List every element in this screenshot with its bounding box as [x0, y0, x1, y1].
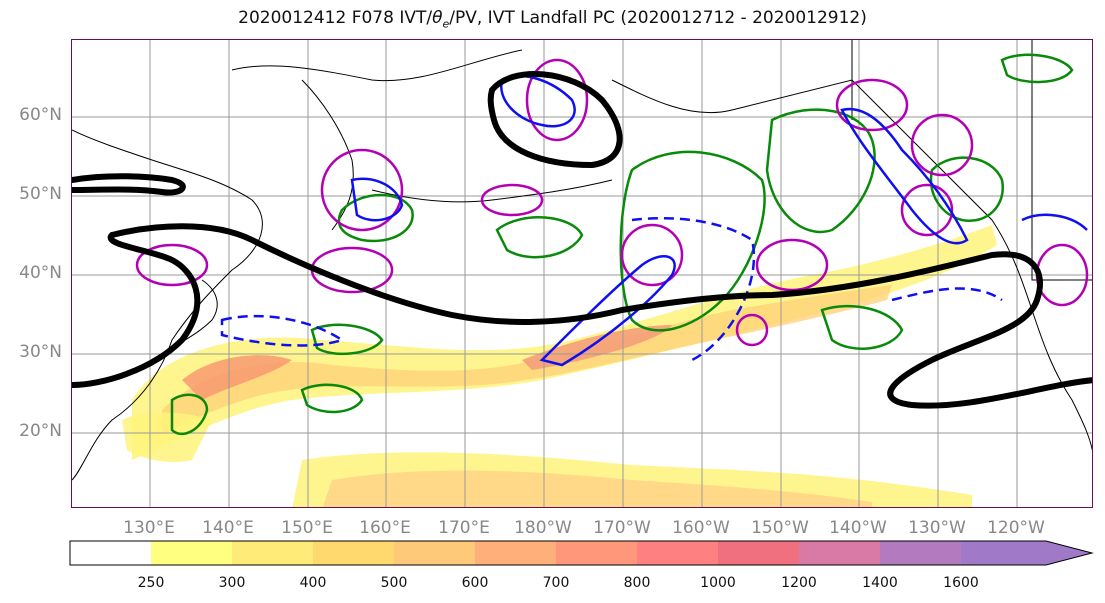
cb-tick-400: 400 [299, 575, 327, 591]
cb-seg-0 [70, 541, 151, 565]
lon-label-120w: 120°W [987, 518, 1045, 538]
jet-contours [72, 71, 1092, 409]
ivt-band-mid [162, 285, 892, 435]
pv-contour-7-dashed [891, 287, 1003, 302]
theta-contour-1 [337, 193, 414, 243]
grid-lines [72, 40, 1092, 507]
cb-seg-10 [880, 541, 961, 565]
theta-contour-2 [495, 216, 584, 259]
pv-contours [220, 74, 1088, 367]
map-title: 2020012412 F078 IVT/θe/PV, IVT Landfall … [0, 8, 1105, 30]
cb-seg-1 [151, 541, 232, 565]
lon-label-160e: 160°E [359, 518, 411, 538]
cb-tick-1600: 1600 [943, 575, 979, 591]
coast-kamchatka [301, 79, 354, 231]
coast-siberia [231, 49, 523, 82]
cb-tick-500: 500 [380, 575, 408, 591]
lon-label-130e: 130°E [123, 518, 175, 538]
anom-contour-3 [320, 148, 404, 232]
cb-seg-2 [232, 541, 313, 565]
jet-contour-main [72, 223, 1092, 409]
cb-seg-3 [313, 541, 394, 565]
pv-contour-3 [499, 74, 576, 128]
cb-seg-9 [799, 541, 880, 565]
anom-contour-1 [135, 243, 209, 287]
lon-label-160w: 160°W [672, 518, 730, 538]
pv-contour-4 [350, 177, 404, 222]
ivt-shading [122, 225, 997, 507]
cb-tick-700: 700 [542, 575, 570, 591]
cb-seg-5 [475, 541, 556, 565]
colorbar [69, 540, 1094, 566]
cb-tick-300: 300 [218, 575, 246, 591]
lon-label-150e: 150°E [281, 518, 333, 538]
title-theta: θ [432, 8, 443, 28]
cb-seg-11-arrow [961, 541, 1092, 565]
map-svg [72, 40, 1092, 507]
pv-contour-5-dashed [220, 314, 345, 347]
coast-alaska [611, 79, 1092, 451]
ivt-band-southwest [122, 412, 212, 462]
cb-seg-8 [718, 541, 799, 565]
cb-seg-7 [637, 541, 718, 565]
pv-contour-1 [539, 255, 676, 367]
cb-tick-250: 250 [137, 575, 165, 591]
ivt-anomaly-contours [135, 58, 1089, 347]
theta-contour-7 [300, 383, 364, 414]
lon-label-140w: 140°W [829, 518, 887, 538]
lon-label-170w: 170°W [593, 518, 651, 538]
title-suffix: /PV, IVT Landfall PC (2020012712 - 20200… [449, 8, 867, 28]
cb-tick-1000: 1000 [700, 575, 736, 591]
jet-contour-loop [487, 71, 623, 169]
coast-asia [72, 129, 263, 481]
lat-label-20: 20°N [19, 421, 62, 441]
ivt-core-central [522, 325, 672, 370]
lat-label-60: 60°N [19, 105, 62, 125]
cb-tick-600: 600 [461, 575, 489, 591]
anom-contour-5 [480, 183, 544, 217]
theta-contour-10 [1000, 53, 1074, 84]
ivt-band-south-inner [322, 470, 872, 507]
lon-label-150w: 150°W [751, 518, 809, 538]
pv-contour-8 [1021, 213, 1088, 231]
cb-outline [69, 540, 1094, 566]
lat-label-50: 50°N [19, 184, 62, 204]
anom-contour-6 [620, 223, 684, 287]
anom-contour-9 [910, 113, 974, 177]
ivt-core-west [182, 355, 292, 400]
jet-contour-west [72, 173, 186, 196]
anom-contour-7 [755, 238, 829, 292]
cb-tick-1200: 1200 [781, 575, 817, 591]
ivt-band-main [132, 225, 997, 460]
title-theta-sub: e [442, 17, 450, 31]
lon-label-140e: 140°E [202, 518, 254, 538]
title-prefix: 2020012412 F078 IVT/ [238, 8, 433, 28]
lon-label-180w: 180°W [514, 518, 572, 538]
anom-contour-12 [735, 313, 769, 347]
map-panel [71, 39, 1093, 508]
coastlines [72, 40, 1092, 481]
anom-contour-8 [835, 78, 909, 132]
theta-contour-8 [170, 393, 209, 436]
theta-contour-4 [765, 108, 876, 234]
cb-seg-4 [394, 541, 475, 565]
lat-label-40: 40°N [19, 263, 62, 283]
pv-contour-2 [840, 107, 969, 245]
theta-contour-9 [820, 304, 904, 350]
lon-label-170e: 170°E [438, 518, 490, 538]
anom-contour-4 [525, 58, 589, 142]
cb-tick-1400: 1400 [862, 575, 898, 591]
anom-contour-10 [900, 183, 954, 237]
lon-label-130w: 130°W [908, 518, 966, 538]
coast-canada-border [851, 40, 1092, 281]
cb-tick-800: 800 [623, 575, 651, 591]
coast-aleutians [371, 179, 613, 203]
theta-contour-6 [310, 323, 384, 355]
pv-contour-6-dashed [631, 216, 756, 362]
cb-seg-6 [556, 541, 637, 565]
lat-label-30: 30°N [19, 342, 62, 362]
